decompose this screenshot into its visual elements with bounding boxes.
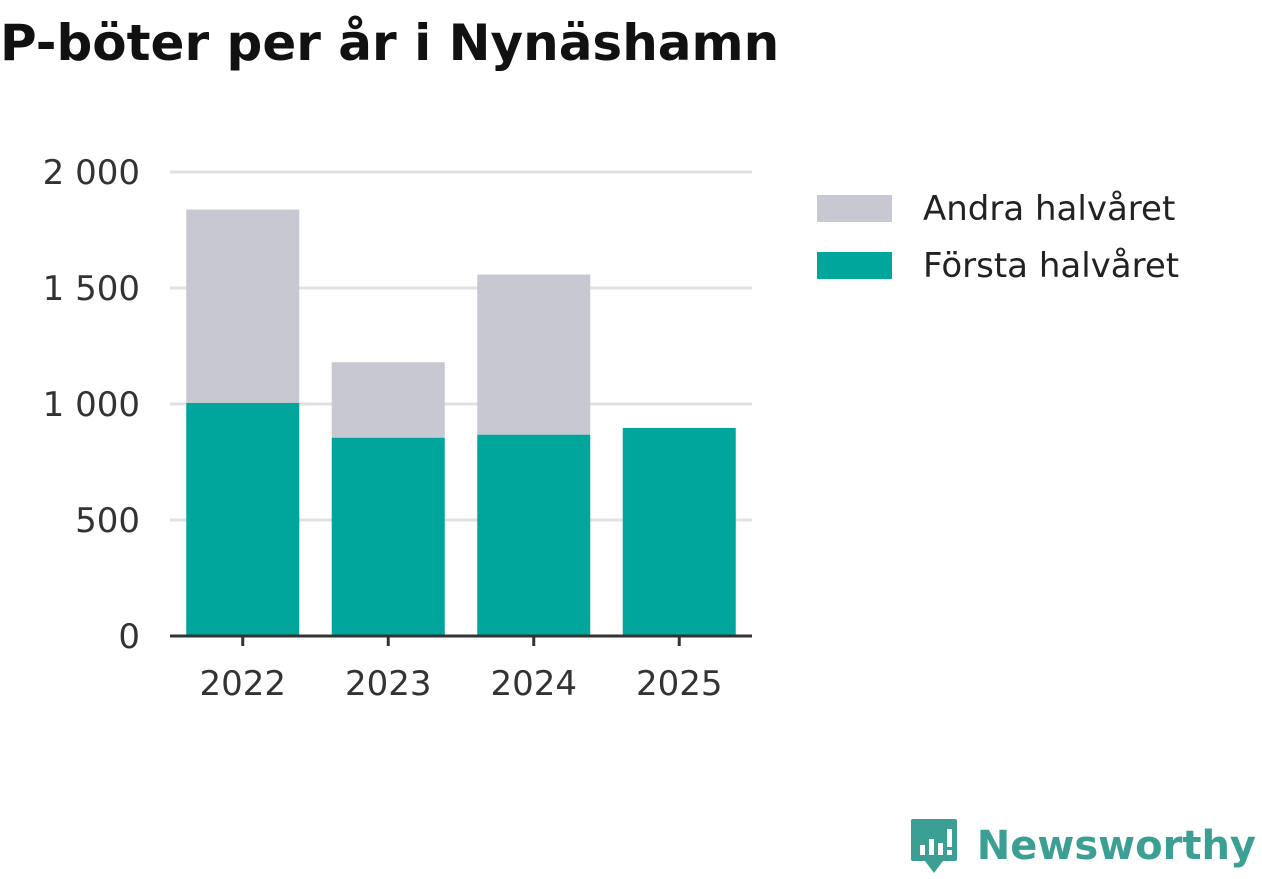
newsworthy-brand[interactable]: Newsworthy bbox=[909, 817, 1256, 875]
x-axis bbox=[170, 634, 752, 646]
bar-2024-första-halvåret[interactable] bbox=[477, 434, 591, 636]
bar-2025-första-halvåret[interactable] bbox=[622, 427, 736, 636]
x-tick-label: 2023 bbox=[345, 664, 432, 704]
bar-2023-första-halvåret[interactable] bbox=[331, 437, 445, 636]
legend-swatch-andra-halvaret bbox=[817, 195, 892, 222]
y-tick-label: 500 bbox=[75, 501, 140, 541]
x-tick-label: 2022 bbox=[199, 664, 286, 704]
bar-2023-andra-halvåret[interactable] bbox=[331, 362, 445, 438]
y-tick-label: 2 000 bbox=[43, 153, 140, 193]
legend-label-andra-halvaret: Andra halvåret bbox=[923, 188, 1176, 229]
legend-item-forsta-halvaret[interactable]: Första halvåret bbox=[817, 237, 1179, 294]
bars bbox=[186, 209, 736, 636]
legend: Andra halvåret Första halvåret bbox=[817, 180, 1179, 294]
legend-swatch-forsta-halvaret bbox=[817, 252, 892, 279]
bar-chart: 0 500 1 000 1 500 2 000 2022 2023 2024 2025 bbox=[43, 153, 752, 704]
x-tick-labels: 2022 2023 2024 2025 bbox=[199, 664, 722, 704]
bar-2024-andra-halvåret[interactable] bbox=[477, 274, 591, 435]
legend-label-forsta-halvaret: Första halvåret bbox=[923, 245, 1180, 286]
x-tick-label: 2024 bbox=[490, 664, 577, 704]
legend-item-andra-halvaret[interactable]: Andra halvåret bbox=[817, 180, 1179, 237]
bar-2022-andra-halvåret[interactable] bbox=[186, 209, 300, 403]
bar-2022-första-halvåret[interactable] bbox=[186, 402, 300, 636]
y-axis: 0 500 1 000 1 500 2 000 bbox=[43, 153, 140, 657]
y-tick-label: 1 500 bbox=[43, 269, 140, 309]
x-tick-label: 2025 bbox=[636, 664, 723, 704]
brand-name: Newsworthy bbox=[976, 823, 1256, 869]
newsworthy-logo-icon bbox=[910, 819, 957, 873]
y-tick-label: 1 000 bbox=[43, 385, 140, 425]
y-tick-label: 0 bbox=[118, 617, 140, 657]
chart-title: P-böter per år i Nynäshamn bbox=[0, 14, 780, 72]
